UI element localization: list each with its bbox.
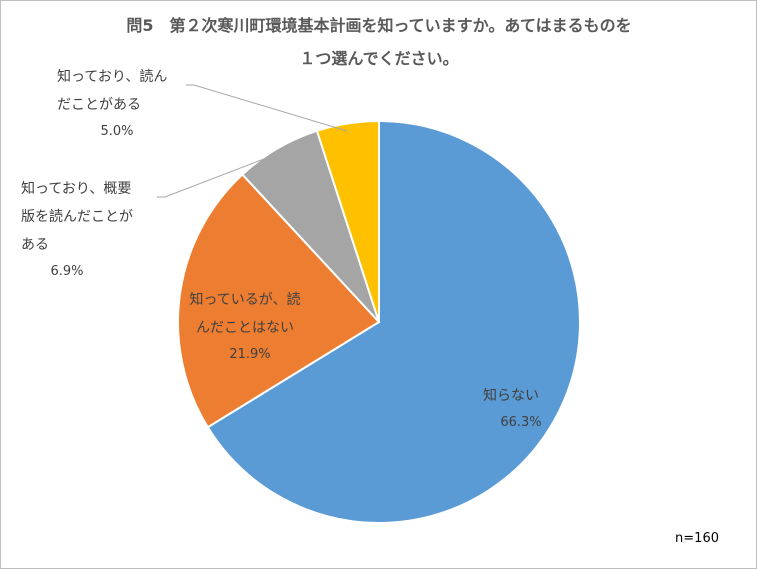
leader-line bbox=[186, 84, 348, 132]
slice-label: 知らない bbox=[483, 387, 539, 404]
leader-line bbox=[157, 151, 283, 198]
pie-slice bbox=[177, 173, 381, 429]
slice-label: 知っているが、読 bbox=[189, 291, 300, 308]
slice-label: 知っており、読ん bbox=[57, 68, 167, 85]
pie-slice bbox=[315, 119, 380, 323]
slice-value-label: 66.3% bbox=[500, 415, 541, 430]
slice-label: ある bbox=[21, 237, 49, 253]
chart-title-line: 問5 第２次寒川町環境基本計画を知っていますか。あてはまるものを bbox=[126, 16, 631, 35]
slice-label: だことがある bbox=[57, 97, 141, 113]
chart-title: 問5 第２次寒川町環境基本計画を知っていますか。あてはまるものを １つ選んでくださ… bbox=[126, 16, 631, 68]
slice-value-label: 21.9% bbox=[229, 347, 270, 362]
pie-slices bbox=[177, 119, 581, 524]
slice-label: 知っており、概要 bbox=[21, 180, 131, 197]
sample-size-note: n=160 bbox=[675, 531, 719, 546]
pie-slice bbox=[206, 119, 581, 524]
slice-value-label: 5.0% bbox=[100, 124, 133, 139]
slice-label: んだことはない bbox=[196, 320, 294, 336]
chart-title-line: １つ選んでください。 bbox=[299, 49, 458, 68]
slice-value-label: 6.9% bbox=[50, 264, 83, 279]
slice-label: 版を読んだことが bbox=[21, 208, 133, 225]
leader-lines bbox=[157, 84, 348, 198]
